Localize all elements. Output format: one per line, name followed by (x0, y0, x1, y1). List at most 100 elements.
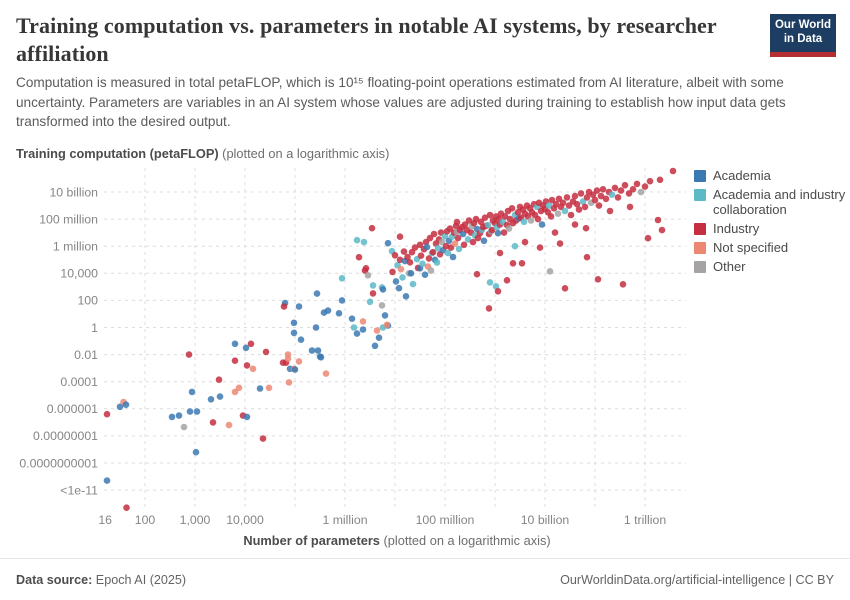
scatter-point[interactable] (353, 330, 361, 337)
scatter-point[interactable] (505, 225, 513, 232)
scatter-point[interactable] (247, 340, 255, 348)
scatter-point[interactable] (409, 280, 417, 288)
scatter-point[interactable] (313, 290, 321, 297)
scatter-point[interactable] (625, 190, 633, 197)
scatter-point[interactable] (644, 234, 652, 242)
scatter-point[interactable] (577, 190, 585, 197)
scatter-point[interactable] (430, 230, 438, 238)
scatter-point[interactable] (583, 253, 591, 261)
scatter-point[interactable] (360, 238, 368, 246)
scatter-point[interactable] (378, 302, 386, 309)
scatter-point[interactable] (579, 198, 587, 205)
scatter-point[interactable] (103, 410, 111, 418)
scatter-point[interactable] (235, 384, 243, 392)
scatter-point[interactable] (633, 180, 641, 188)
scatter-point[interactable] (209, 419, 217, 426)
scatter-point[interactable] (619, 281, 627, 288)
scatter-point[interactable] (308, 347, 316, 354)
legend-item-not-specified[interactable]: Not specified (694, 240, 846, 256)
scatter-point[interactable] (508, 205, 516, 212)
scatter-point[interactable] (375, 334, 383, 342)
scatter-point[interactable] (425, 255, 433, 262)
scatter-point[interactable] (231, 357, 239, 365)
scatter-point[interactable] (231, 340, 239, 348)
scatter-point[interactable] (446, 225, 454, 232)
scatter-point[interactable] (548, 196, 556, 204)
scatter-point[interactable] (473, 270, 481, 278)
scatter-point[interactable] (185, 351, 193, 358)
scatter-point[interactable] (442, 242, 450, 250)
scatter-point[interactable] (116, 403, 124, 411)
scatter-point[interactable] (324, 307, 332, 314)
scatter-point[interactable] (392, 278, 400, 285)
scatter-point[interactable] (419, 260, 426, 268)
scatter-point[interactable] (231, 388, 239, 396)
scatter-point[interactable] (595, 202, 603, 209)
scatter-point[interactable] (521, 238, 529, 246)
scatter-point[interactable] (556, 240, 564, 247)
scatter-point[interactable] (599, 186, 607, 193)
scatter-point[interactable] (383, 321, 391, 329)
scatter-point[interactable] (546, 268, 554, 275)
legend-item-industry[interactable]: Industry (694, 221, 846, 237)
scatter-point[interactable] (284, 355, 292, 363)
scatter-point[interactable] (242, 344, 250, 352)
scatter-point[interactable] (621, 181, 629, 189)
scatter-point[interactable] (520, 218, 528, 226)
scatter-point[interactable] (279, 359, 287, 367)
scatter-point[interactable] (500, 229, 508, 236)
scatter-point[interactable] (454, 234, 462, 242)
scatter-point[interactable] (444, 249, 452, 257)
scatter-point[interactable] (447, 244, 455, 251)
scatter-point[interactable] (290, 329, 298, 337)
scatter-point[interactable] (168, 413, 176, 421)
scatter-point[interactable] (563, 194, 571, 201)
scatter-point[interactable] (637, 188, 645, 196)
scatter-point[interactable] (654, 216, 662, 224)
scatter-point[interactable] (192, 448, 200, 456)
scatter-point[interactable] (423, 243, 431, 251)
scatter-point[interactable] (249, 365, 257, 373)
scatter-point[interactable] (188, 388, 196, 396)
scatter-point[interactable] (509, 260, 517, 267)
scatter-point[interactable] (608, 191, 616, 198)
scatter-point[interactable] (259, 435, 267, 442)
scatter-point[interactable] (614, 194, 622, 201)
scatter-point[interactable] (485, 305, 493, 312)
scatter-point[interactable] (359, 318, 367, 325)
scatter-point[interactable] (606, 207, 614, 215)
scatter-point[interactable] (180, 423, 188, 431)
scatter-point[interactable] (297, 336, 305, 344)
scatter-point[interactable] (317, 354, 325, 361)
scatter-point[interactable] (481, 214, 489, 221)
scatter-point[interactable] (555, 195, 563, 203)
scatter-point[interactable] (594, 276, 602, 283)
scatter-point[interactable] (350, 324, 358, 331)
scatter-point[interactable] (565, 202, 573, 209)
scatter-point[interactable] (368, 224, 376, 232)
scatter-point[interactable] (411, 244, 419, 251)
scatter-point[interactable] (322, 370, 330, 377)
scatter-point[interactable] (591, 196, 599, 204)
scatter-point[interactable] (455, 245, 463, 253)
scatter-point[interactable] (629, 186, 637, 193)
scatter-point[interactable] (656, 176, 664, 184)
scatter-point[interactable] (461, 221, 469, 228)
scatter-point[interactable] (381, 312, 389, 319)
scatter-point[interactable] (395, 284, 403, 292)
scatter-point[interactable] (492, 283, 500, 290)
scatter-point[interactable] (369, 282, 377, 289)
footer-link[interactable]: OurWorldinData.org/artificial-intelligen… (560, 572, 834, 587)
scatter-point[interactable] (465, 217, 473, 224)
scatter-point[interactable] (396, 233, 404, 240)
scatter-point[interactable] (417, 252, 425, 259)
scatter-point[interactable] (527, 217, 535, 224)
scatter-point[interactable] (291, 366, 299, 373)
scatter-point[interactable] (581, 203, 589, 211)
scatter-point[interactable] (366, 298, 374, 306)
scatter-point[interactable] (338, 275, 346, 282)
scatter-point[interactable] (571, 192, 579, 200)
scatter-point[interactable] (480, 237, 488, 245)
scatter-point[interactable] (384, 239, 392, 247)
scatter-point[interactable] (582, 224, 590, 232)
